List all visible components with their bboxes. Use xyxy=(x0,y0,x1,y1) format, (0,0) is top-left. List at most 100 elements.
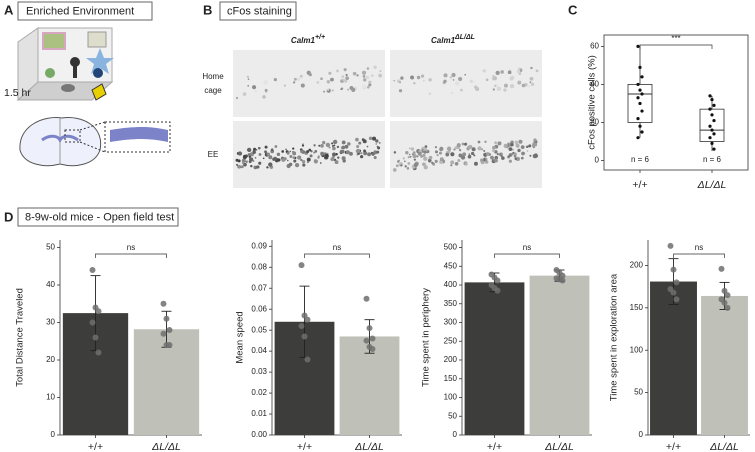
data-point xyxy=(712,147,716,151)
cell-dot xyxy=(254,156,257,159)
data-point xyxy=(304,356,311,363)
cell-dot xyxy=(242,92,247,96)
cell-dot xyxy=(516,69,521,74)
cell-dot xyxy=(513,154,517,158)
cell-dot xyxy=(483,149,486,152)
cell-dot xyxy=(434,146,437,149)
cell-dot xyxy=(237,151,243,156)
cell-dot xyxy=(451,72,456,78)
cell-dot xyxy=(494,84,497,87)
data-point xyxy=(95,349,102,356)
cell-dot xyxy=(492,159,496,162)
title-box xyxy=(17,207,179,227)
x-tick-label: ΔL/ΔL xyxy=(354,441,384,452)
cell-dot xyxy=(355,137,359,142)
cell-dot xyxy=(274,145,278,148)
cell-dot xyxy=(422,79,425,82)
data-point xyxy=(638,65,642,69)
cell-dot xyxy=(490,155,494,160)
y-tick-label: 0 xyxy=(639,430,644,439)
cell-dot xyxy=(241,158,246,163)
cell-dot xyxy=(436,153,439,157)
cell-dot xyxy=(529,154,532,157)
cell-dot xyxy=(341,140,346,145)
cell-dot xyxy=(332,139,338,145)
cell-dot xyxy=(293,81,296,84)
micrograph xyxy=(233,50,385,117)
cell-dot xyxy=(277,158,281,162)
micrographs xyxy=(233,50,542,188)
cell-dot xyxy=(477,140,481,144)
cell-dot xyxy=(253,165,258,170)
y-tick-label: 0.06 xyxy=(251,304,267,313)
y-axis-label: Time spent in exploration area xyxy=(609,273,620,401)
y-tick-label: 500 xyxy=(444,243,458,252)
cell-dot xyxy=(326,88,330,91)
row-label: Home xyxy=(202,72,224,81)
cell-dot xyxy=(461,142,465,146)
cell-dot xyxy=(521,151,525,156)
cell-dot xyxy=(293,159,297,163)
x-tick-label: +/+ xyxy=(666,441,681,452)
significance-bracket xyxy=(95,253,167,258)
cell-dot xyxy=(509,76,514,81)
cell-dot xyxy=(283,84,287,87)
cell-dot xyxy=(299,74,303,78)
cell-dot xyxy=(344,79,348,83)
cell-dot xyxy=(450,152,455,157)
data-point xyxy=(301,333,308,340)
cell-dot xyxy=(340,88,343,91)
cell-dot xyxy=(470,151,475,156)
data-point xyxy=(710,141,714,145)
cell-dot xyxy=(362,74,366,78)
cell-dot xyxy=(372,136,377,141)
cell-dot xyxy=(235,163,239,166)
cell-dot xyxy=(510,143,514,147)
data-point xyxy=(724,292,731,299)
cell-dot xyxy=(393,79,396,82)
cell-dot xyxy=(530,66,533,70)
cell-dot xyxy=(320,151,325,156)
cell-dot xyxy=(458,153,463,158)
cell-dot xyxy=(508,159,512,163)
gene: Calm1 xyxy=(291,36,316,45)
cell-dot xyxy=(485,157,488,160)
data-point xyxy=(724,304,731,311)
cell-dot xyxy=(428,155,433,160)
cell-dot xyxy=(428,78,432,82)
cell-dot xyxy=(375,139,379,143)
cell-dot xyxy=(409,155,412,158)
cell-dot xyxy=(484,160,489,164)
cell-dot xyxy=(330,77,334,82)
cell-dot xyxy=(427,158,432,163)
cell-dot xyxy=(302,163,306,167)
cell-dot xyxy=(471,147,476,152)
data-point xyxy=(494,287,501,294)
cell-dot xyxy=(245,160,248,163)
cell-dot xyxy=(270,148,274,151)
cell-dot xyxy=(266,166,269,169)
panel-label: A xyxy=(4,2,14,17)
cell-dot xyxy=(341,75,345,79)
cell-dot xyxy=(454,161,459,166)
cell-dot xyxy=(328,146,331,149)
cell-dot xyxy=(314,149,318,153)
cell-dot xyxy=(416,75,421,80)
y-tick-label: 50 xyxy=(46,243,55,252)
cell-dot xyxy=(320,144,324,148)
cell-dot xyxy=(464,162,468,166)
cell-dot xyxy=(515,143,520,148)
data-point xyxy=(710,128,714,132)
cell-dot xyxy=(249,157,254,162)
cell-dot xyxy=(325,142,331,148)
cell-dot xyxy=(309,154,313,158)
cell-dot xyxy=(495,157,498,160)
y-axis-label: cFos positive cells (%) xyxy=(587,55,598,150)
cell-dot xyxy=(517,80,522,85)
cell-dot xyxy=(417,151,422,156)
data-point xyxy=(366,325,373,332)
cell-dot xyxy=(517,148,521,153)
cell-dot xyxy=(363,78,367,82)
cell-dot xyxy=(316,81,320,84)
cell-dot xyxy=(369,137,372,140)
